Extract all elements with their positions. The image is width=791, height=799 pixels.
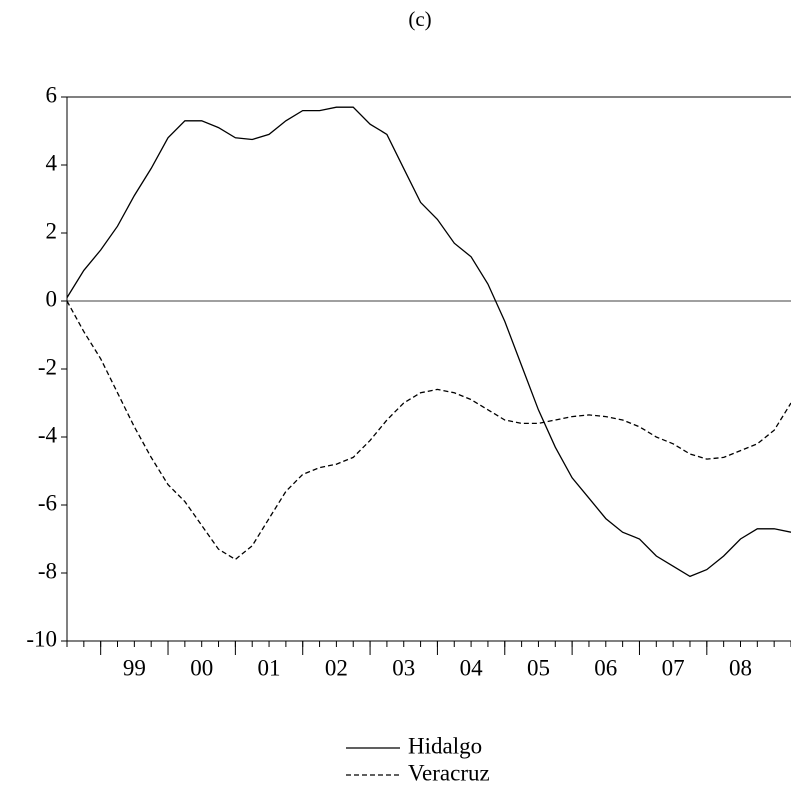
- plot-frame: [66, 96, 791, 642]
- x-tick-label: 05: [527, 655, 550, 680]
- y-tick-label: 0: [46, 286, 58, 311]
- x-tick-label: 07: [662, 655, 685, 680]
- legend-label: Veracruz: [408, 760, 490, 785]
- series-line: [66, 300, 791, 561]
- y-tick-label: 2: [46, 218, 58, 243]
- x-tick-label: 01: [258, 655, 281, 680]
- series-line: [66, 106, 791, 578]
- legend-label: Hidalgo: [408, 733, 482, 758]
- y-tick-label: -8: [38, 558, 57, 583]
- x-tick-label: 08: [729, 655, 752, 680]
- y-tick-label: -6: [38, 490, 57, 515]
- x-tick-label: 04: [460, 655, 484, 680]
- x-tick-label: 02: [325, 655, 348, 680]
- y-tick-label: 6: [46, 82, 58, 107]
- x-tick-label: 06: [594, 655, 617, 680]
- y-tick-label: -10: [26, 626, 57, 651]
- x-tick-label: 00: [190, 655, 213, 680]
- x-tick-label: 99: [123, 655, 146, 680]
- x-tick-label: 03: [392, 655, 415, 680]
- y-tick-label: 4: [46, 150, 58, 175]
- chart-title: (c): [408, 7, 431, 31]
- y-tick-label: -2: [38, 354, 57, 379]
- y-tick-label: -4: [38, 422, 58, 447]
